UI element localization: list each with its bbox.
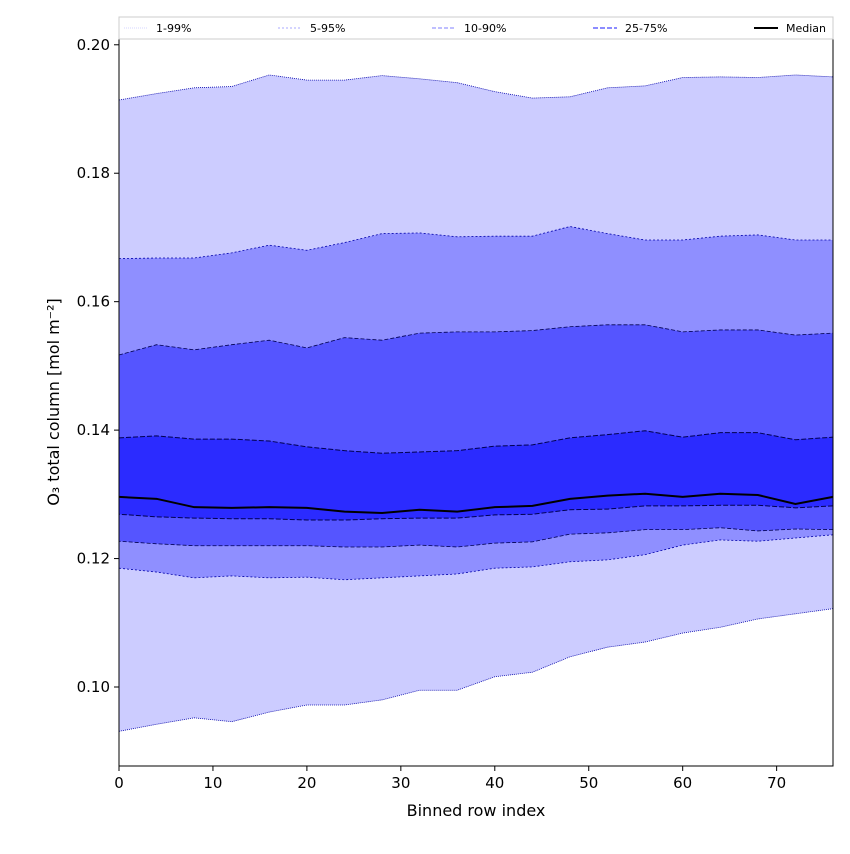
percentile-bands	[119, 74, 833, 732]
x-tick-label: 20	[297, 774, 316, 792]
x-tick-label: 60	[673, 774, 692, 792]
legend-label: Median	[786, 22, 826, 35]
band-lower-1-99%	[118, 608, 834, 732]
x-tick-label: 10	[203, 774, 222, 792]
band-25-75%	[119, 430, 833, 521]
median-line	[118, 492, 834, 514]
x-tick-label: 30	[391, 774, 410, 792]
y-tick-label: 0.12	[77, 550, 110, 568]
x-tick-label: 40	[485, 774, 504, 792]
series-lines	[118, 74, 834, 732]
legend-label: 10-90%	[464, 22, 506, 35]
x-axis: 0 10 20 30 40 50 60 70	[114, 766, 786, 792]
y-tick-label: 0.16	[77, 293, 110, 311]
legend-label: 1-99%	[156, 22, 191, 35]
band-upper-5-95%	[118, 226, 833, 260]
legend-label: 25-75%	[625, 22, 667, 35]
band-upper-10-90%	[118, 324, 834, 356]
legend-label: 5-95%	[310, 22, 345, 35]
y-axis: 0.10 0.12 0.14 0.16 0.18 0.20	[77, 36, 119, 696]
x-tick-label: 70	[767, 774, 786, 792]
x-tick-label: 50	[579, 774, 598, 792]
y-tick-label: 0.14	[77, 421, 110, 439]
y-tick-label: 0.18	[77, 164, 110, 182]
y-tick-label: 0.10	[77, 678, 110, 696]
x-axis-label: Binned row index	[407, 801, 546, 820]
band-lower-25-75%	[118, 504, 834, 521]
band-upper-25-75%	[118, 430, 834, 454]
legend-box	[118, 16, 834, 40]
x-tick-label: 0	[114, 774, 124, 792]
band-lower-10-90%	[118, 527, 834, 548]
band-upper-1-99%	[118, 74, 834, 101]
y-axis-label: O₃ total column [mol m⁻²]	[44, 298, 63, 506]
y-tick-label: 0.20	[77, 36, 110, 54]
legend: 1-99% 5-95% 10-90% 25-75% Median	[118, 16, 834, 40]
